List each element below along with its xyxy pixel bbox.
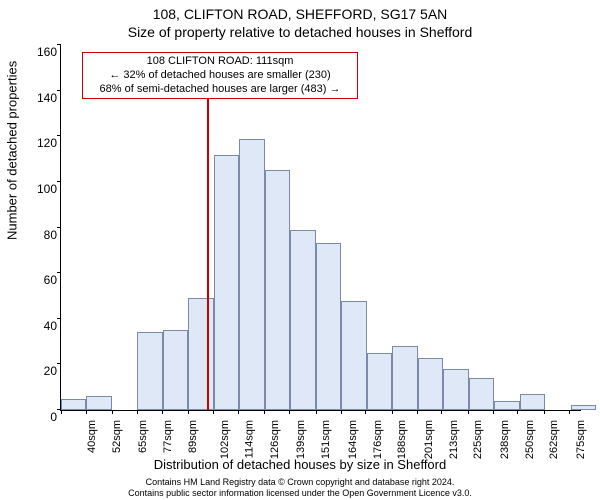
y-tick-mark — [57, 227, 61, 228]
x-tick-mark — [137, 410, 138, 414]
y-tick-label: 60 — [27, 273, 61, 287]
x-tick-mark — [569, 410, 570, 414]
x-tick-label: 52sqm — [111, 420, 123, 453]
histogram-bar — [86, 396, 111, 410]
annotation-line2: ← 32% of detached houses are smaller (23… — [89, 69, 351, 83]
histogram-bar — [418, 358, 443, 410]
plot-area: 02040608010012014016040sqm52sqm65sqm77sq… — [60, 45, 581, 411]
x-tick-label: 102sqm — [220, 420, 232, 459]
histogram-bar — [571, 405, 596, 410]
histogram-bar — [392, 346, 417, 410]
x-tick-label: 40sqm — [86, 420, 98, 453]
x-tick-label: 89sqm — [187, 420, 199, 453]
x-tick-mark — [544, 410, 545, 414]
y-tick-label: 80 — [27, 228, 61, 242]
histogram-bar — [494, 401, 519, 410]
y-tick-mark — [57, 363, 61, 364]
x-tick-label: 213sqm — [448, 420, 460, 459]
x-tick-label: 65sqm — [137, 420, 149, 453]
x-tick-mark — [417, 410, 418, 414]
footnote-line1: Contains HM Land Registry data © Crown c… — [0, 477, 600, 487]
histogram-bar — [239, 139, 264, 410]
x-tick-mark — [238, 410, 239, 414]
histogram-bar — [367, 353, 392, 410]
histogram-bar — [137, 332, 162, 410]
histogram-bar — [163, 330, 188, 410]
annotation-box: 108 CLIFTON ROAD: 111sqm ← 32% of detach… — [82, 52, 358, 99]
x-tick-label: 201sqm — [423, 420, 435, 459]
x-tick-mark — [86, 410, 87, 414]
x-tick-label: 114sqm — [243, 420, 255, 458]
x-tick-mark — [188, 410, 189, 414]
x-tick-label: 188sqm — [396, 420, 408, 459]
title-subtitle: Size of property relative to detached ho… — [0, 24, 600, 40]
x-tick-mark — [213, 410, 214, 414]
x-tick-mark — [468, 410, 469, 414]
histogram-bar — [265, 170, 290, 410]
marker-line — [207, 61, 209, 410]
x-tick-mark — [341, 410, 342, 414]
x-tick-mark — [441, 410, 442, 414]
y-tick-label: 140 — [27, 91, 61, 105]
annotation-line1: 108 CLIFTON ROAD: 111sqm — [89, 55, 351, 69]
y-tick-mark — [57, 90, 61, 91]
histogram-bar — [188, 298, 213, 410]
y-axis-label: Number of detached properties — [5, 61, 20, 240]
histogram-bar — [520, 394, 545, 410]
y-tick-label: 160 — [27, 45, 61, 59]
y-tick-label: 120 — [27, 136, 61, 150]
x-tick-label: 151sqm — [320, 420, 332, 459]
x-tick-mark — [392, 410, 393, 414]
x-tick-label: 176sqm — [372, 420, 384, 459]
x-tick-label: 126sqm — [269, 420, 281, 459]
x-axis-label: Distribution of detached houses by size … — [0, 457, 600, 472]
x-tick-mark — [162, 410, 163, 414]
x-tick-label: 250sqm — [524, 420, 536, 459]
x-tick-mark — [493, 410, 494, 414]
x-tick-label: 225sqm — [472, 420, 484, 459]
x-tick-mark — [112, 410, 113, 414]
y-tick-mark — [57, 44, 61, 45]
footnote: Contains HM Land Registry data © Crown c… — [0, 477, 600, 498]
histogram-bar — [443, 369, 468, 410]
x-tick-label: 77sqm — [162, 420, 174, 453]
y-tick-mark — [57, 135, 61, 136]
y-tick-mark — [57, 272, 61, 273]
x-tick-label: 262sqm — [548, 420, 560, 459]
annotation-line3: 68% of semi-detached houses are larger (… — [89, 83, 351, 97]
footnote-line2: Contains public sector information licen… — [0, 488, 600, 498]
x-tick-label: 164sqm — [347, 420, 359, 459]
x-tick-label: 139sqm — [296, 420, 308, 459]
x-tick-mark — [61, 410, 62, 414]
y-tick-label: 100 — [27, 182, 61, 196]
x-tick-mark — [316, 410, 317, 414]
y-tick-mark — [57, 318, 61, 319]
x-tick-label: 238sqm — [499, 420, 511, 459]
x-tick-mark — [289, 410, 290, 414]
x-tick-label: 275sqm — [575, 420, 587, 459]
histogram-bar — [61, 399, 86, 410]
y-tick-label: 0 — [27, 410, 61, 424]
y-tick-label: 40 — [27, 319, 61, 333]
x-tick-mark — [517, 410, 518, 414]
x-tick-mark — [365, 410, 366, 414]
histogram-bar — [341, 301, 366, 411]
histogram-bar — [290, 230, 315, 410]
y-tick-mark — [57, 181, 61, 182]
y-tick-label: 20 — [27, 364, 61, 378]
chart-container: 108, CLIFTON ROAD, SHEFFORD, SG17 5AN Si… — [0, 0, 600, 500]
histogram-bar — [469, 378, 494, 410]
histogram-bar — [316, 243, 341, 410]
histogram-bar — [214, 155, 239, 411]
x-tick-mark — [264, 410, 265, 414]
title-address: 108, CLIFTON ROAD, SHEFFORD, SG17 5AN — [0, 6, 600, 22]
